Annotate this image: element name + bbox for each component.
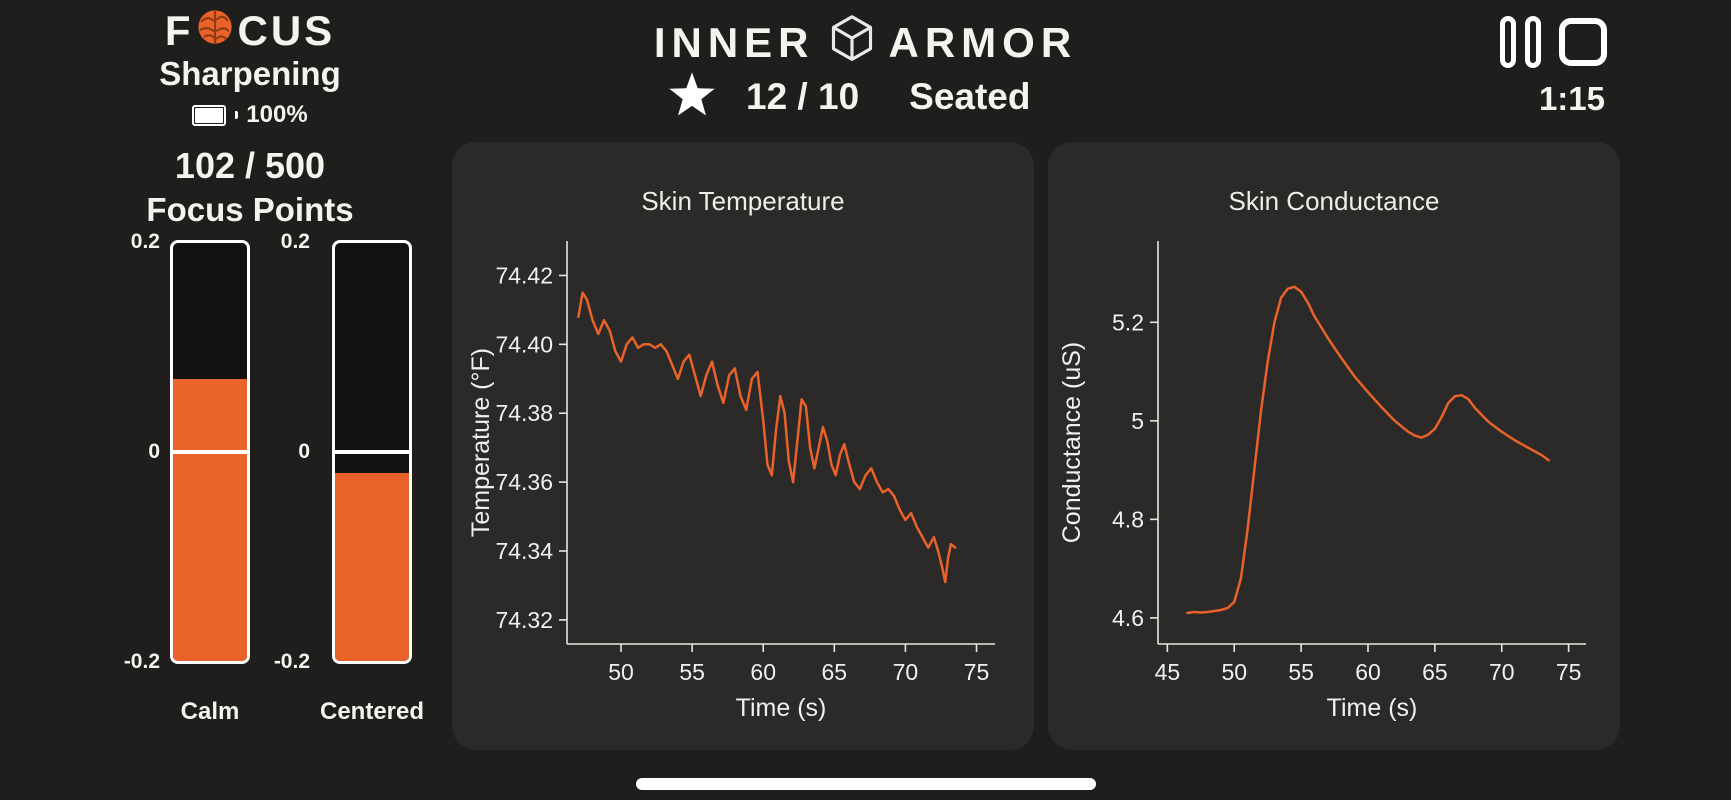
scale-zero-label: 0 [148, 440, 160, 463]
svg-text:5.2: 5.2 [1112, 309, 1144, 335]
svg-text:75: 75 [1556, 659, 1582, 685]
svg-text:Time (s): Time (s) [1327, 694, 1418, 722]
skin-temperature-card: Skin Temperature 50 55 60 65 70 75 74.32 74.34 7… [452, 142, 1034, 750]
svg-text:Time (s): Time (s) [736, 694, 827, 722]
gauge-scale: 0.2 0 -0.2 [270, 230, 320, 673]
svg-text:50: 50 [608, 659, 634, 685]
stop-button[interactable] [1559, 18, 1607, 66]
scale-zero-label: 0 [298, 440, 310, 463]
chart-title: Skin Temperature [641, 186, 845, 216]
svg-text:60: 60 [750, 659, 776, 685]
calm-gauge-bar [170, 240, 250, 664]
rep-score: 12 / 10 [746, 75, 860, 117]
battery-percent: 100% [246, 101, 308, 128]
svg-text:70: 70 [893, 659, 919, 685]
battery-icon-nub [235, 111, 239, 119]
pause-icon [1500, 16, 1516, 68]
pause-button[interactable] [1500, 16, 1541, 68]
battery-icon [192, 104, 227, 126]
chart-title: Skin Conductance [1228, 186, 1440, 216]
zero-line [173, 450, 247, 454]
focus-logo-cus: CUS [237, 6, 336, 54]
svg-text:74.42: 74.42 [495, 262, 553, 288]
svg-text:74.36: 74.36 [495, 469, 553, 495]
app-title-inner: INNER [653, 18, 815, 66]
svg-text:74.40: 74.40 [495, 331, 553, 357]
svg-text:Conductance (uS): Conductance (uS) [1058, 342, 1086, 544]
centered-gauge: 0.2 0 -0.2 Centered [270, 230, 425, 726]
calm-gauge-label: Calm [180, 698, 240, 725]
svg-text:60: 60 [1355, 659, 1381, 685]
svg-text:74.34: 74.34 [495, 538, 553, 564]
cube-icon [829, 14, 875, 71]
battery-status: 100% [60, 101, 440, 129]
zero-line [335, 450, 410, 454]
svg-text:55: 55 [1288, 659, 1314, 685]
svg-text:55: 55 [679, 659, 705, 685]
mode-label: Sharpening [159, 55, 341, 92]
svg-text:4.8: 4.8 [1112, 506, 1144, 532]
session-timer: 1:15 [1538, 80, 1605, 117]
skin-conductance-card: Skin Conductance 45 50 55 60 65 70 75 4.6 4.8 5 5.… [1048, 142, 1620, 750]
calm-gauge-fill [173, 378, 247, 661]
focus-points-value: 102 / 500 [174, 145, 326, 186]
app-title-armor: ARMOR [888, 18, 1078, 66]
app-title: INNER ARMOR [0, 14, 1731, 71]
centered-gauge-bar [332, 240, 413, 664]
svg-text:74.38: 74.38 [495, 400, 553, 426]
svg-text:65: 65 [1422, 659, 1448, 685]
svg-text:45: 45 [1155, 659, 1181, 685]
svg-text:50: 50 [1221, 659, 1247, 685]
svg-text:65: 65 [822, 659, 848, 685]
focus-logo: F CUS [60, 8, 440, 53]
calm-gauge: 0.2 0 -0.2 Calm [120, 230, 250, 726]
skin-conductance-chart: 45 50 55 60 65 70 75 4.6 4.8 5 5.2 Time (s) Conducta… [1058, 241, 1586, 722]
session-controls [1500, 16, 1607, 68]
focus-panel: F CUS Sharpening 100% 102 / 500 Focus Po… [60, 8, 440, 229]
focus-logo-f: F [164, 6, 194, 54]
scale-min-label: -0.2 [273, 650, 310, 673]
skin-temperature-chart: 50 55 60 65 70 75 74.32 74.34 74.36 74.38 74.40 74.… [467, 241, 995, 722]
svg-text:Temperature (°F): Temperature (°F) [467, 348, 495, 537]
svg-text:4.6: 4.6 [1112, 605, 1144, 631]
centered-gauge-fill [335, 472, 410, 661]
svg-text:5: 5 [1131, 408, 1144, 434]
gauge-scale: 0.2 0 -0.2 [120, 230, 170, 673]
session-row: 12 / 10 Seated [664, 68, 1031, 125]
star-icon [664, 68, 720, 125]
scale-max-label: 0.2 [280, 230, 310, 253]
svg-text:75: 75 [964, 659, 990, 685]
focus-points-label: Focus Points [146, 191, 354, 228]
brain-icon [196, 8, 234, 53]
svg-text:70: 70 [1489, 659, 1515, 685]
centered-gauge-label: Centered [320, 698, 425, 725]
home-indicator[interactable] [635, 778, 1096, 790]
scale-min-label: -0.2 [123, 650, 160, 673]
pause-icon [1525, 16, 1541, 68]
scale-max-label: 0.2 [130, 230, 160, 253]
svg-text:74.32: 74.32 [495, 607, 553, 633]
posture-label: Seated [909, 75, 1031, 117]
